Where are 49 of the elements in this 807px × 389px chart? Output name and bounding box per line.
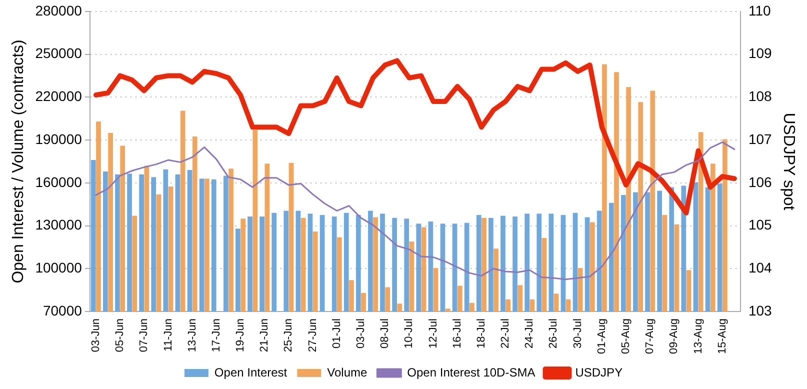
x-tick-label: 13-Aug xyxy=(692,318,704,354)
x-tick-label: 27-Jun xyxy=(306,318,319,352)
x-tick-label: 30-Jul xyxy=(572,318,584,348)
x-tick-label: 10-Jul xyxy=(403,318,416,348)
y2-tick-label: 104 xyxy=(748,260,772,276)
y2-tick-label: 109 xyxy=(748,45,772,62)
y2-tick-label: 110 xyxy=(748,2,771,18)
legend-label: USDJPY xyxy=(575,365,623,380)
x-tick-label: 03-Jul xyxy=(355,318,367,348)
y2-axis-title: USDJPY spot xyxy=(780,112,797,211)
x-tick-label: 05-Aug xyxy=(620,318,632,354)
x-tick-label: 08-Jul xyxy=(379,318,392,348)
y-tick-label: 220000 xyxy=(35,88,82,104)
x-tick-label: 19-Jun xyxy=(234,318,247,352)
x-tick-label: 22-Jul xyxy=(500,318,512,348)
y-tick-label: 280000 xyxy=(35,2,82,18)
x-tick-label: 15-Aug xyxy=(716,318,728,354)
y-tick-label: 190000 xyxy=(35,130,82,147)
x-tick-label: 16-Jul xyxy=(451,318,464,348)
x-tick-label: 25-Jun xyxy=(282,318,295,352)
x-tick-label: 26-Jul xyxy=(548,318,560,348)
x-tick-label: 21-Jun xyxy=(258,318,271,352)
x-tick-label: 07-Jun xyxy=(138,318,150,352)
x-tick-label: 03-Jun xyxy=(90,318,102,352)
legend-label: Volume xyxy=(327,365,368,380)
x-tick-label: 11-Jun xyxy=(162,318,174,352)
y-axis-title: Open Interest / Volume (contracts) xyxy=(10,40,28,284)
x-tick-label: 01-Aug xyxy=(596,318,608,354)
y2-tick-label: 105 xyxy=(748,216,772,233)
y-tick-label: 130000 xyxy=(35,216,82,233)
y2-tick-label: 108 xyxy=(748,88,772,104)
x-tick-label: 01-Jul xyxy=(330,318,343,348)
x-tick-label: 17-Jun xyxy=(210,318,222,352)
x-tick-label: 07-Aug xyxy=(644,318,656,354)
y-tick-label: 70000 xyxy=(42,302,82,318)
x-tick-label: 05-Jun xyxy=(114,318,126,352)
x-tick-label: 12-Jul xyxy=(427,318,440,348)
y2-tick-label: 107 xyxy=(748,130,772,147)
x-tick-label: 13-Jun xyxy=(186,318,198,352)
y2-tick-label: 103 xyxy=(748,302,772,318)
x-tick-label: 09-Aug xyxy=(668,318,680,354)
x-tick-label: 18-Jul xyxy=(475,318,488,348)
legend-label: Open Interest xyxy=(214,365,288,380)
x-tick-label: 24-Jul xyxy=(524,318,536,348)
y2-tick-label: 106 xyxy=(748,174,772,190)
legend-label: Open Interest 10D-SMA xyxy=(407,365,536,380)
y-tick-label: 100000 xyxy=(35,260,82,276)
y-tick-label: 160000 xyxy=(35,174,82,190)
y-tick-label: 250000 xyxy=(35,45,82,62)
